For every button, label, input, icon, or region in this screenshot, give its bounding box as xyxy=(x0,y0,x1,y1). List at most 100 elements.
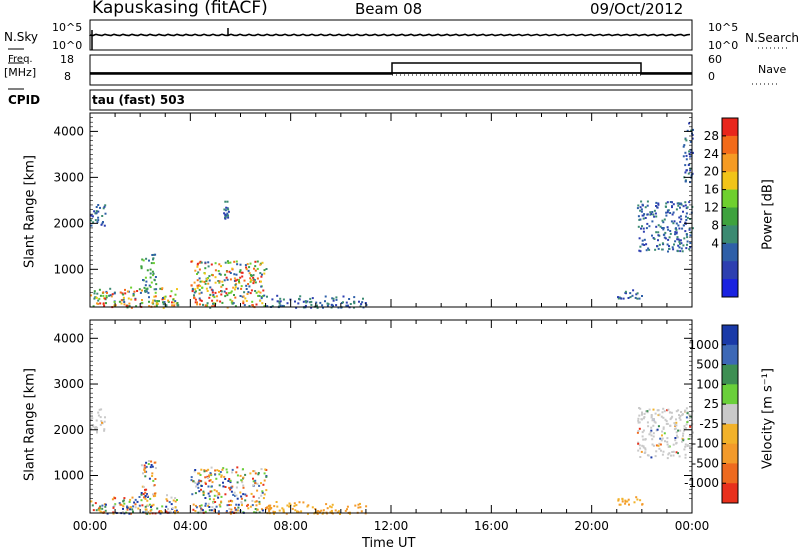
echo-power-7-56 xyxy=(665,202,668,205)
echo-power-7-195 xyxy=(677,244,680,247)
echo-power-6-77 xyxy=(308,301,311,304)
echo-power-4-216 xyxy=(233,260,236,263)
echo-power-1-84 xyxy=(153,299,156,302)
echo-power-4-195 xyxy=(252,304,254,307)
echo-power-4-212 xyxy=(261,261,264,264)
echo-power-6-35 xyxy=(340,302,343,304)
echo-velocity-3-219 xyxy=(254,479,257,482)
echo-velocity-1-11 xyxy=(103,428,106,431)
echo-velocity-4-19 xyxy=(359,506,362,509)
echo-power-4-24 xyxy=(245,284,248,287)
echo-power-4-116 xyxy=(194,269,197,272)
echo-velocity-0-100 xyxy=(149,512,151,515)
echo-power-7-132 xyxy=(658,243,661,246)
echo-velocity-3-25 xyxy=(218,473,221,476)
echo-power-4-109 xyxy=(198,261,201,264)
echo-power-7-139 xyxy=(679,250,682,253)
nsearch-label: N.Search xyxy=(745,31,800,45)
echo-power-0-6 xyxy=(103,304,106,307)
echo-power-4-234 xyxy=(198,292,201,295)
echo-power-7-77 xyxy=(666,211,669,214)
echo-power-8-2 xyxy=(629,292,632,295)
echo-velocity-3-57 xyxy=(261,490,264,493)
echo-velocity-3-77 xyxy=(208,474,211,477)
echo-power-6-65 xyxy=(271,305,274,308)
echo-velocity-5-87 xyxy=(661,411,664,414)
echo-power-7-62 xyxy=(677,224,680,227)
echo-power-0-24 xyxy=(99,302,102,305)
echo-power-6-64 xyxy=(278,302,281,305)
echo-velocity-3-104 xyxy=(231,468,234,471)
echo-power-1-68 xyxy=(151,301,154,304)
echo-velocity-3-210 xyxy=(220,474,223,477)
echo-velocity-1-4 xyxy=(97,411,100,414)
echo-velocity-5-119 xyxy=(657,425,660,428)
echo-power-7-66 xyxy=(642,217,645,220)
echo-velocity-0-118 xyxy=(128,500,131,503)
echo-power-1-24 xyxy=(163,296,166,299)
echo-power-4-169 xyxy=(241,275,244,278)
echo-velocity-4-55 xyxy=(282,510,285,513)
echo-velocity-3-72 xyxy=(252,480,255,483)
echo-velocity-2-12 xyxy=(150,464,153,466)
echo-power-6-76 xyxy=(349,303,352,305)
echo-power-9-33 xyxy=(687,164,690,166)
echo-velocity-5-126 xyxy=(651,419,654,422)
echo-velocity-5-28 xyxy=(637,441,640,444)
echo-velocity-6-16 xyxy=(617,498,620,501)
echo-power-7-191 xyxy=(689,234,692,237)
echo-power-8-3 xyxy=(632,289,635,292)
echo-velocity-3-178 xyxy=(230,486,233,489)
echo-power-1-107 xyxy=(173,304,176,307)
echo-velocity-0-11 xyxy=(161,505,164,508)
echo-power-4-118 xyxy=(235,260,238,263)
echo-velocity-5-133 xyxy=(691,431,694,434)
echo-power-7-9 xyxy=(688,228,691,231)
echo-velocity-5-37 xyxy=(646,411,649,414)
echo-velocity-5-73 xyxy=(684,445,687,448)
velocity-cb-label-5: -100 xyxy=(692,437,719,451)
echo-velocity-3-171 xyxy=(247,507,250,510)
echo-power-4-150 xyxy=(207,277,210,279)
echo-velocity-0-95 xyxy=(103,511,106,514)
echo-velocity-3-20 xyxy=(199,510,202,513)
echo-velocity-3-56 xyxy=(213,508,216,511)
echo-power-5-3 xyxy=(226,200,229,203)
echo-power-7-25 xyxy=(669,230,672,232)
echo-power-7-104 xyxy=(650,213,653,215)
nave-tick-bottom: 0 xyxy=(708,70,715,83)
echo-power-4-220 xyxy=(200,299,203,302)
echo-power-1-90 xyxy=(132,294,135,297)
echo-power-7-32 xyxy=(671,213,674,216)
echo-power-4-46 xyxy=(234,283,237,286)
freq-tick-top: 18 xyxy=(60,53,74,66)
echo-velocity-5-150 xyxy=(668,452,671,455)
echo-power-2-6 xyxy=(104,212,107,215)
echo-velocity-5-49 xyxy=(652,432,655,435)
echo-velocity-5-86 xyxy=(646,421,649,424)
echo-power-7-81 xyxy=(674,233,676,236)
echo-velocity-5-10 xyxy=(675,410,678,413)
echo-power-1-85 xyxy=(138,288,141,291)
echo-power-9-15 xyxy=(686,129,689,132)
echo-velocity-2-41 xyxy=(147,463,150,465)
echo-velocity-5-153 xyxy=(656,409,659,412)
echo-velocity-3-68 xyxy=(232,493,235,496)
echo-velocity-5-182 xyxy=(667,445,670,448)
echo-velocity-4-57 xyxy=(293,502,296,505)
echo-power-7-185 xyxy=(680,203,683,206)
echo-velocity-6-19 xyxy=(635,496,638,499)
power-cb-label-3: 16 xyxy=(704,183,719,197)
echo-power-4-187 xyxy=(201,286,204,289)
echo-velocity-2-40 xyxy=(143,496,145,499)
echo-velocity-3-243 xyxy=(197,482,200,485)
velocity-colorbar-cell-3 xyxy=(722,384,738,405)
echo-velocity-3-13 xyxy=(262,483,265,486)
echo-velocity-0-72 xyxy=(142,511,145,514)
echo-power-4-70 xyxy=(239,269,242,272)
echo-velocity-5-116 xyxy=(682,439,685,442)
echo-power-4-0 xyxy=(238,281,241,284)
echo-power-4-55 xyxy=(196,287,199,289)
echo-velocity-4-7 xyxy=(275,501,278,503)
echo-power-5-12 xyxy=(223,212,226,215)
